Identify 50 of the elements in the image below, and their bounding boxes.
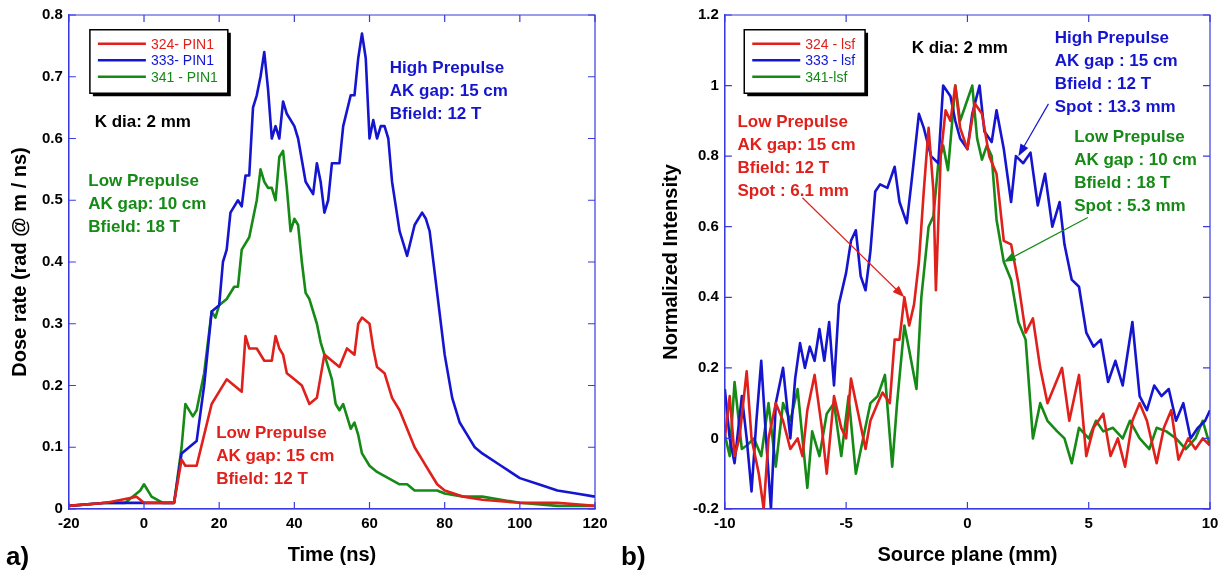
- x-tick-label: 5: [1084, 514, 1093, 532]
- x-tick-label: 100: [507, 514, 533, 532]
- y-tick-label: 0.6: [41, 128, 63, 146]
- x-tick-label: 120: [582, 514, 608, 532]
- x-axis-title: Source plane (mm): [877, 542, 1058, 565]
- y-tick-label: 0.8: [41, 5, 63, 23]
- x-tick-label: 60: [361, 514, 378, 532]
- y-tick-label: 1.2: [697, 5, 719, 23]
- x-tick-label: -5: [839, 514, 853, 532]
- y-tick-label: 0.5: [41, 190, 63, 208]
- annotation: High Prepulse AK gap : 15 cm Bfield : 12 T Spot : 13.3 mm: [1054, 28, 1178, 117]
- x-tick-label: 80: [436, 514, 454, 532]
- annotation: Low Prepulse AK gap: 15 cm Bfield: 12 T: [216, 423, 335, 489]
- y-tick-label: 0.4: [697, 287, 720, 305]
- y-axis-title: Dose rate (rad @ m / ns): [7, 147, 30, 377]
- legend-label: 324 - lsf: [805, 35, 856, 52]
- y-tick-label: 0.2: [41, 375, 63, 393]
- annotation: K dia: 2 mm: [94, 111, 191, 131]
- annotation: Low Prepulse AK gap: 15 cm Bfield: 12 T Spot : 6.1 mm: [737, 111, 856, 200]
- y-tick-label: 0.3: [41, 313, 63, 331]
- legend-label: 333 - lsf: [805, 52, 856, 69]
- x-tick-label: 40: [286, 514, 303, 532]
- y-tick-label: 0.7: [41, 66, 63, 84]
- x-tick-label: 10: [1201, 514, 1219, 532]
- y-tick-label: -0.2: [692, 499, 719, 517]
- x-tick-label: -20: [58, 514, 80, 532]
- text: b): [621, 541, 646, 571]
- legend-label: 341-lsf: [805, 68, 848, 85]
- annotation: Low Prepulse AK gap: 10 cm Bfield: 18 T: [88, 171, 207, 237]
- annotation: K dia: 2 mm: [911, 37, 1008, 57]
- y-tick-label: 0.6: [697, 216, 719, 234]
- legend-label: 324- PIN1: [150, 35, 215, 52]
- y-tick-label: 0.2: [697, 358, 719, 375]
- y-tick-label: 1: [710, 75, 719, 93]
- x-tick-label: 20: [210, 514, 228, 532]
- y-tick-label: 0.1: [41, 437, 63, 455]
- annotation: High Prepulse AK gap: 15 cm Bfield: 12 T: [389, 57, 508, 123]
- x-tick-label: -10: [714, 514, 736, 532]
- y-axis-title: Normalized Intensity: [658, 163, 681, 360]
- x-axis-title: Time (ns): [287, 542, 377, 565]
- legend-label: 341 - PIN1: [150, 68, 219, 85]
- y-tick-label: 0.8: [697, 146, 719, 164]
- x-tick-label: 0: [963, 514, 972, 532]
- y-tick-label: 0: [710, 428, 719, 446]
- annotation: Low Prepulse AK gap : 10 cm Bfield : 18 T Spot : 5.3 mm: [1074, 126, 1197, 215]
- text: a): [6, 541, 30, 571]
- legend-label: 333- PIN1: [150, 52, 215, 69]
- x-tick-label: 0: [139, 514, 149, 532]
- y-tick-label: 0: [54, 499, 63, 517]
- y-tick-label: 0.4: [41, 252, 64, 270]
